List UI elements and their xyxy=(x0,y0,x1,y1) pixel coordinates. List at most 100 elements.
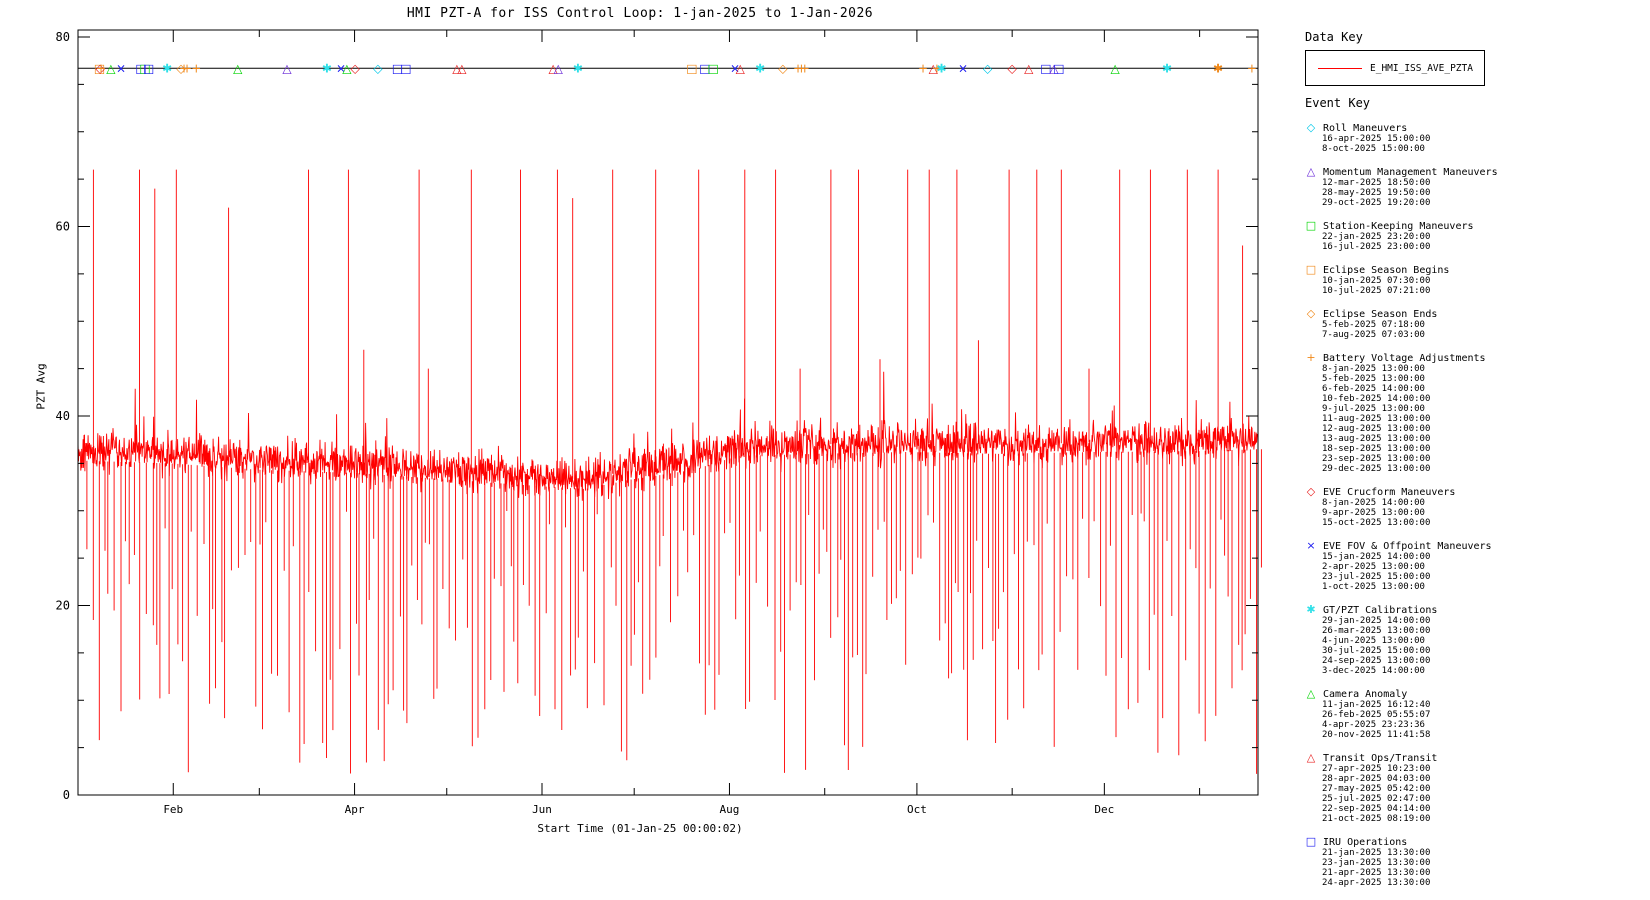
square-marker-icon: □ xyxy=(1305,835,1317,848)
event-key-group-label: Station-Keeping Maneuvers xyxy=(1323,221,1474,232)
event-marker-triangle: △ xyxy=(233,61,243,75)
event-marker-plus: + xyxy=(796,61,806,75)
event-marker-triangle: △ xyxy=(548,61,558,75)
event-timestamp: 15-jan-2025 14:00:00 xyxy=(1322,552,1431,562)
event-timestamp: 12-mar-2025 18:50:00 xyxy=(1322,178,1431,188)
event-marker-asterisk: ✱ xyxy=(755,61,765,75)
event-marker-diamond: ◇ xyxy=(176,61,186,75)
asterisk-marker-icon: ✱ xyxy=(1306,603,1316,616)
x-tick-label: Dec xyxy=(1094,803,1114,816)
event-marker-square: □ xyxy=(139,61,150,75)
event-timestamp: 27-apr-2025 10:23:00 xyxy=(1322,764,1431,774)
y-tick-label: 0 xyxy=(63,788,70,802)
event-key-group-header: ◇ Roll Maneuvers xyxy=(1305,122,1645,134)
event-key-group: □ Eclipse Season Begins 10-jan-2025 07:30:… xyxy=(1305,264,1645,296)
event-timestamp: 27-may-2025 05:42:00 xyxy=(1322,784,1431,794)
square-marker-icon: □ xyxy=(1305,219,1317,232)
event-marker-diamond: ◇ xyxy=(96,61,106,75)
event-marker-triangle: △ xyxy=(1110,61,1120,75)
event-key-group-header: □ Station-Keeping Maneuvers xyxy=(1305,220,1645,232)
event-key-group-header: ✱ GT/PZT Calibrations xyxy=(1305,604,1645,616)
event-timestamp: 12-aug-2025 13:00:00 xyxy=(1322,424,1431,434)
event-timestamp: 23-jul-2025 15:00:00 xyxy=(1322,572,1431,582)
event-timestamp: 10-jul-2025 07:21:00 xyxy=(1322,286,1431,296)
event-marker-diamond: ◇ xyxy=(983,61,993,75)
event-key-group: □ IRU Operations 21-jan-2025 13:30:00 23-ja… xyxy=(1305,836,1645,888)
event-key-group-label: Eclipse Season Begins xyxy=(1323,265,1450,276)
event-marker-x: × xyxy=(336,61,346,75)
event-timestamp: 21-apr-2025 13:30:00 xyxy=(1322,868,1431,878)
event-timestamp: 10-feb-2025 14:00:00 xyxy=(1322,394,1431,404)
event-timestamp: 13-aug-2025 13:00:00 xyxy=(1322,434,1431,444)
event-marker-square: □ xyxy=(1053,61,1064,75)
event-key-group-header: ◇ EVE Crucform Maneuvers xyxy=(1305,486,1645,498)
event-marker-square: □ xyxy=(392,61,403,75)
event-marker-plus: + xyxy=(191,61,201,75)
event-key-group-header: + Battery Voltage Adjustments xyxy=(1305,352,1645,364)
event-timestamp: 20-nov-2025 11:41:58 xyxy=(1322,730,1431,740)
event-timestamp: 11-aug-2025 13:00:00 xyxy=(1322,414,1431,424)
event-timestamp: 23-sep-2025 13:00:00 xyxy=(1322,454,1431,464)
triangle-marker-icon: △ xyxy=(1306,165,1316,178)
plot-area: □◇+ △ × □□□ ✱ ◇++ + △ △ ✱ ×△ ◇ ◇ □□ △△ △△ ✱ □ □□ ×△ ✱ ◇ +++ + △+… xyxy=(56,29,1262,816)
event-key-group-label: Battery Voltage Adjustments xyxy=(1323,353,1486,364)
event-marker-diamond: ◇ xyxy=(351,61,361,75)
event-timestamp: 25-jul-2025 02:47:00 xyxy=(1322,794,1431,804)
event-marker-x: × xyxy=(730,61,740,75)
event-key-group-header: □ IRU Operations xyxy=(1305,836,1645,848)
event-key-group: ◇ Eclipse Season Ends 5-feb-2025 07:18:00 7… xyxy=(1305,308,1645,340)
diamond-marker-icon: ◇ xyxy=(1306,121,1316,134)
x-marker-icon: × xyxy=(1306,539,1316,552)
event-timestamp: 28-may-2025 19:50:00 xyxy=(1322,188,1431,198)
event-marker-triangle: △ xyxy=(457,61,467,75)
diamond-marker-icon: ◇ xyxy=(1306,307,1316,320)
square-marker-icon: □ xyxy=(1305,263,1317,276)
event-timestamp: 22-jan-2025 23:20:00 xyxy=(1322,232,1431,242)
event-timestamp: 24-apr-2025 13:30:00 xyxy=(1322,878,1431,888)
event-key-group: × EVE FOV & Offpoint Maneuvers 15-jan-2025… xyxy=(1305,540,1645,592)
event-key-group-label: GT/PZT Calibrations xyxy=(1323,605,1438,616)
event-marker-plus: + xyxy=(182,61,192,75)
event-marker-square: □ xyxy=(708,61,719,75)
event-key-group-label: IRU Operations xyxy=(1323,837,1408,848)
event-key-group: ◇ Roll Maneuvers 16-apr-2025 15:00:00 8-oct… xyxy=(1305,122,1645,154)
event-key-list: ◇ Roll Maneuvers 16-apr-2025 15:00:00 8-oct… xyxy=(1305,122,1645,888)
event-marker-plus: + xyxy=(800,61,810,75)
event-key-group-header: △ Transit Ops/Transit xyxy=(1305,752,1645,764)
triangle-marker-icon: △ xyxy=(1306,751,1316,764)
event-key-group-header: △ Camera Anomaly xyxy=(1305,688,1645,700)
x-tick-label: Aug xyxy=(720,803,740,816)
data-key-box: E_HMI_ISS_AVE_PZTA xyxy=(1305,50,1485,86)
event-timestamp: 11-jan-2025 16:12:40 xyxy=(1322,700,1431,710)
event-timestamp: 21-oct-2025 08:19:00 xyxy=(1322,814,1431,824)
event-key-group-label: Momentum Management Maneuvers xyxy=(1323,167,1498,178)
series-line-sample xyxy=(1318,67,1362,69)
series-label: E_HMI_ISS_AVE_PZTA xyxy=(1370,62,1473,74)
event-marker-triangle: △ xyxy=(342,61,352,75)
event-timestamp: 2-apr-2025 13:00:00 xyxy=(1322,562,1425,572)
x-tick-label: Jun xyxy=(532,803,552,816)
event-marker-triangle: △ xyxy=(736,61,746,75)
event-timestamp: 16-apr-2025 15:00:00 xyxy=(1322,134,1431,144)
event-timestamp: 23-jan-2025 13:30:00 xyxy=(1322,858,1431,868)
event-key-group-header: △ Momentum Management Maneuvers xyxy=(1305,166,1645,178)
event-marker-diamond: ◇ xyxy=(778,61,788,75)
event-key-group-header: ◇ Eclipse Season Ends xyxy=(1305,308,1645,320)
event-marker-x: × xyxy=(116,61,126,75)
event-key-group: □ Station-Keeping Maneuvers 22-jan-2025 23… xyxy=(1305,220,1645,252)
event-timestamp: 26-feb-2025 05:55:07 xyxy=(1322,710,1431,720)
y-tick-label: 20 xyxy=(56,599,70,613)
event-marker-asterisk: ✱ xyxy=(1162,61,1172,75)
series-pzt-avg xyxy=(77,169,1262,774)
event-marker-triangle: △ xyxy=(1049,61,1059,75)
event-timestamp: 7-aug-2025 07:03:00 xyxy=(1322,330,1425,340)
event-timestamp: 29-oct-2025 19:20:00 xyxy=(1322,198,1431,208)
event-marker-asterisk: ✱ xyxy=(162,61,172,75)
event-key-group: + Battery Voltage Adjustments 8-jan-2025 1… xyxy=(1305,352,1645,474)
event-marker-plus: + xyxy=(918,61,928,75)
event-timestamp: 15-oct-2025 13:00:00 xyxy=(1322,518,1431,528)
event-marker-plus: + xyxy=(96,61,106,75)
event-timestamp: 8-jan-2025 14:00:00 xyxy=(1322,498,1425,508)
event-marker-triangle: △ xyxy=(282,61,292,75)
